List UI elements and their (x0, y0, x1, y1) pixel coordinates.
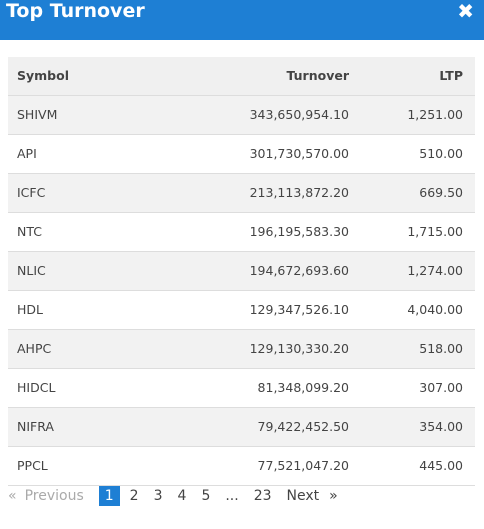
cell-symbol: PPCL (17, 458, 48, 473)
pagination: « Previous 1 2 3 4 5 ... 23 Next » (8, 486, 353, 506)
table-row[interactable]: PPCL 77,521,047.20 445.00 (8, 446, 475, 485)
cell-symbol: API (17, 146, 37, 161)
modal-header: Top Turnover ✖ (0, 0, 484, 40)
cell-symbol: HDL (17, 302, 43, 317)
column-header-ltp[interactable]: LTP (353, 57, 475, 96)
page-button[interactable]: 5 (201, 488, 211, 504)
page-button-last[interactable]: 23 (253, 488, 272, 504)
cell-turnover: 301,730,570.00 (249, 146, 349, 161)
cell-turnover: 81,348,099.20 (257, 380, 349, 395)
table-row[interactable]: NIFRA 79,422,452.50 354.00 (8, 407, 475, 446)
page-button[interactable]: 3 (153, 488, 163, 504)
turnover-table: Symbol Turnover LTP SHIVM 343,650,954.10 1… (8, 57, 475, 486)
table-row[interactable]: SHIVM 343,650,954.10 1,251.00 (8, 95, 475, 134)
cell-turnover: 196,195,583.30 (249, 224, 349, 239)
cell-ltp: 4,040.00 (407, 302, 463, 317)
cell-symbol: NLIC (17, 263, 46, 278)
cell-ltp: 1,251.00 (407, 107, 463, 122)
table-row[interactable]: HIDCL 81,348,099.20 307.00 (8, 368, 475, 407)
previous-button: Previous (24, 488, 84, 504)
page-button-active[interactable]: 1 (98, 486, 120, 506)
cell-ltp: 354.00 (419, 419, 463, 434)
cell-ltp: 518.00 (419, 341, 463, 356)
cell-symbol: SHIVM (17, 107, 58, 122)
cell-symbol: NTC (17, 224, 42, 239)
table-row[interactable]: NTC 196,195,583.30 1,715.00 (8, 212, 475, 251)
column-header-turnover[interactable]: Turnover (127, 57, 353, 96)
column-header-symbol[interactable]: Symbol (8, 57, 127, 96)
cell-turnover: 343,650,954.10 (249, 107, 349, 122)
cell-symbol: NIFRA (17, 419, 54, 434)
cell-ltp: 669.50 (419, 185, 463, 200)
cell-ltp: 445.00 (419, 458, 463, 473)
cell-ltp: 307.00 (419, 380, 463, 395)
cell-ltp: 1,274.00 (407, 263, 463, 278)
cell-turnover: 129,130,330.20 (249, 341, 349, 356)
cell-turnover: 79,422,452.50 (257, 419, 349, 434)
table-row[interactable]: ICFC 213,113,872.20 669.50 (8, 173, 475, 212)
page-button[interactable]: 4 (177, 488, 187, 504)
table-row[interactable]: AHPC 129,130,330.20 518.00 (8, 329, 475, 368)
table-row[interactable]: NLIC 194,672,693.60 1,274.00 (8, 251, 475, 290)
table-row[interactable]: HDL 129,347,526.10 4,040.00 (8, 290, 475, 329)
modal-title: Top Turnover (6, 0, 145, 22)
cell-turnover: 129,347,526.10 (249, 302, 349, 317)
table-row[interactable]: API 301,730,570.00 510.00 (8, 134, 475, 173)
cell-ltp: 510.00 (419, 146, 463, 161)
cell-symbol: AHPC (17, 341, 52, 356)
next-arrow-icon[interactable]: » (329, 488, 338, 504)
cell-symbol: HIDCL (17, 380, 56, 395)
cell-turnover: 213,113,872.20 (249, 185, 349, 200)
next-button[interactable]: Next (286, 488, 320, 504)
pagination-ellipsis: ... (225, 488, 239, 504)
page-button[interactable]: 2 (129, 488, 139, 504)
cell-symbol: ICFC (17, 185, 46, 200)
cell-turnover: 77,521,047.20 (257, 458, 349, 473)
cell-ltp: 1,715.00 (407, 224, 463, 239)
close-icon[interactable]: ✖ (457, 0, 474, 23)
prev-arrow-icon: « (8, 488, 17, 504)
table-header-row: Symbol Turnover LTP (8, 57, 475, 96)
cell-turnover: 194,672,693.60 (249, 263, 349, 278)
